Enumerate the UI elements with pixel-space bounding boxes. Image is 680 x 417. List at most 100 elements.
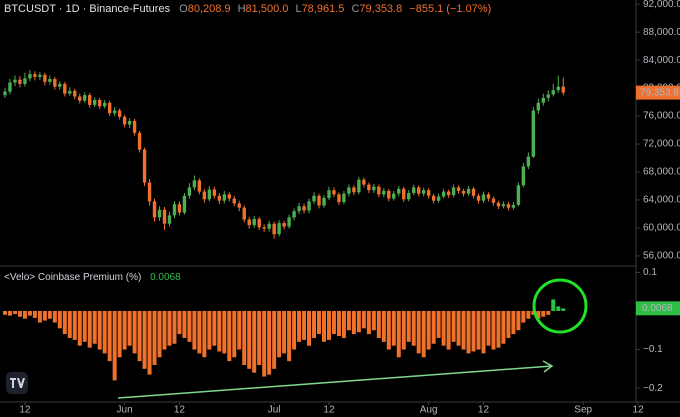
bar [267, 310, 272, 375]
bar [356, 310, 361, 333]
candle-body [83, 95, 87, 101]
candle-body [392, 193, 396, 199]
candle-body [481, 194, 486, 201]
header: BTCUSDT · 1D · Binance-Futures O80,208.9… [4, 3, 491, 15]
candle-body [222, 194, 227, 201]
bar [531, 310, 536, 315]
bar [371, 310, 376, 331]
bar [72, 310, 77, 340]
bar [82, 310, 87, 342]
bar [307, 310, 312, 346]
candle-body [202, 191, 207, 200]
candle-body [13, 79, 17, 83]
plot-area [2, 69, 566, 381]
y-tick-label: 84,000.0 [643, 55, 680, 66]
indicator-title: <Velo> Coinbase Premium (%) [4, 272, 141, 283]
candle-body [23, 78, 27, 84]
bar [346, 310, 351, 331]
x-tick-label: 12 [19, 405, 31, 416]
x-tick-label: Aug [420, 405, 438, 416]
change: −855.1 (−1.07%) [409, 3, 491, 15]
bar [287, 310, 292, 362]
bar [516, 310, 521, 331]
bar [446, 310, 451, 350]
candle-body [107, 102, 112, 114]
x-tick-label: Sep [574, 405, 592, 416]
bar [142, 310, 147, 369]
candle-body [242, 207, 246, 220]
candle-body [347, 187, 351, 194]
candle-body [426, 190, 431, 196]
candle-body [18, 79, 22, 84]
bar [486, 310, 491, 346]
bar [331, 310, 336, 335]
candle-body [412, 187, 416, 193]
candle-body [501, 204, 506, 207]
bar [247, 310, 252, 369]
bar [22, 310, 27, 319]
bar [182, 310, 187, 338]
candle-body [122, 116, 127, 125]
candle-body [451, 187, 456, 196]
bar [441, 310, 446, 346]
candle-body [372, 186, 376, 191]
candle-body [327, 190, 331, 198]
bar [351, 310, 356, 335]
x-tick-label: 12 [323, 405, 335, 416]
bar [222, 310, 227, 354]
candle-body [511, 204, 516, 208]
candle-body [416, 187, 421, 194]
candle-body [287, 217, 291, 227]
bar [127, 310, 132, 346]
bar [461, 310, 466, 350]
bar [202, 310, 207, 358]
bar [232, 310, 237, 358]
candle-body [43, 74, 47, 82]
candle-body [441, 191, 446, 197]
x-tick-label: 12 [174, 405, 186, 416]
candle-body [337, 194, 341, 203]
bar [237, 310, 242, 350]
candle-body [486, 194, 491, 199]
bar [491, 310, 496, 350]
bar [7, 310, 12, 316]
candle-body [247, 219, 251, 226]
bar [162, 310, 167, 350]
candle-body [48, 79, 52, 82]
logo-badge [6, 372, 28, 394]
candle-body [556, 86, 560, 91]
y-tick-label: 68,000.0 [643, 167, 680, 178]
candle-body [302, 206, 306, 211]
candle-body [58, 83, 62, 87]
bar [277, 310, 282, 358]
candle-body [3, 91, 7, 96]
bar [172, 310, 177, 344]
candle-body [307, 201, 311, 211]
bar [431, 310, 436, 344]
bar [302, 310, 307, 340]
candle-body [257, 218, 261, 228]
bar [252, 310, 257, 373]
candle-body [262, 227, 266, 229]
candle-body [491, 198, 496, 203]
candle-body [217, 195, 222, 201]
bar [217, 310, 222, 352]
bar [27, 310, 32, 316]
ohlc-value: 78,961.5 [302, 3, 345, 15]
bar [321, 310, 326, 342]
bar [102, 310, 107, 354]
bar [471, 310, 476, 352]
bar [97, 310, 102, 350]
candle-body [88, 95, 92, 105]
candle-body [322, 197, 326, 206]
bar [401, 310, 406, 350]
candle-body [117, 110, 122, 117]
candle-body [531, 110, 536, 157]
y-tick-label: 64,000.0 [643, 195, 680, 206]
candle-body [277, 223, 281, 235]
bar [391, 310, 396, 346]
ohlc-key: C [351, 3, 359, 15]
candle-body [377, 186, 381, 195]
candle-body [187, 187, 192, 196]
